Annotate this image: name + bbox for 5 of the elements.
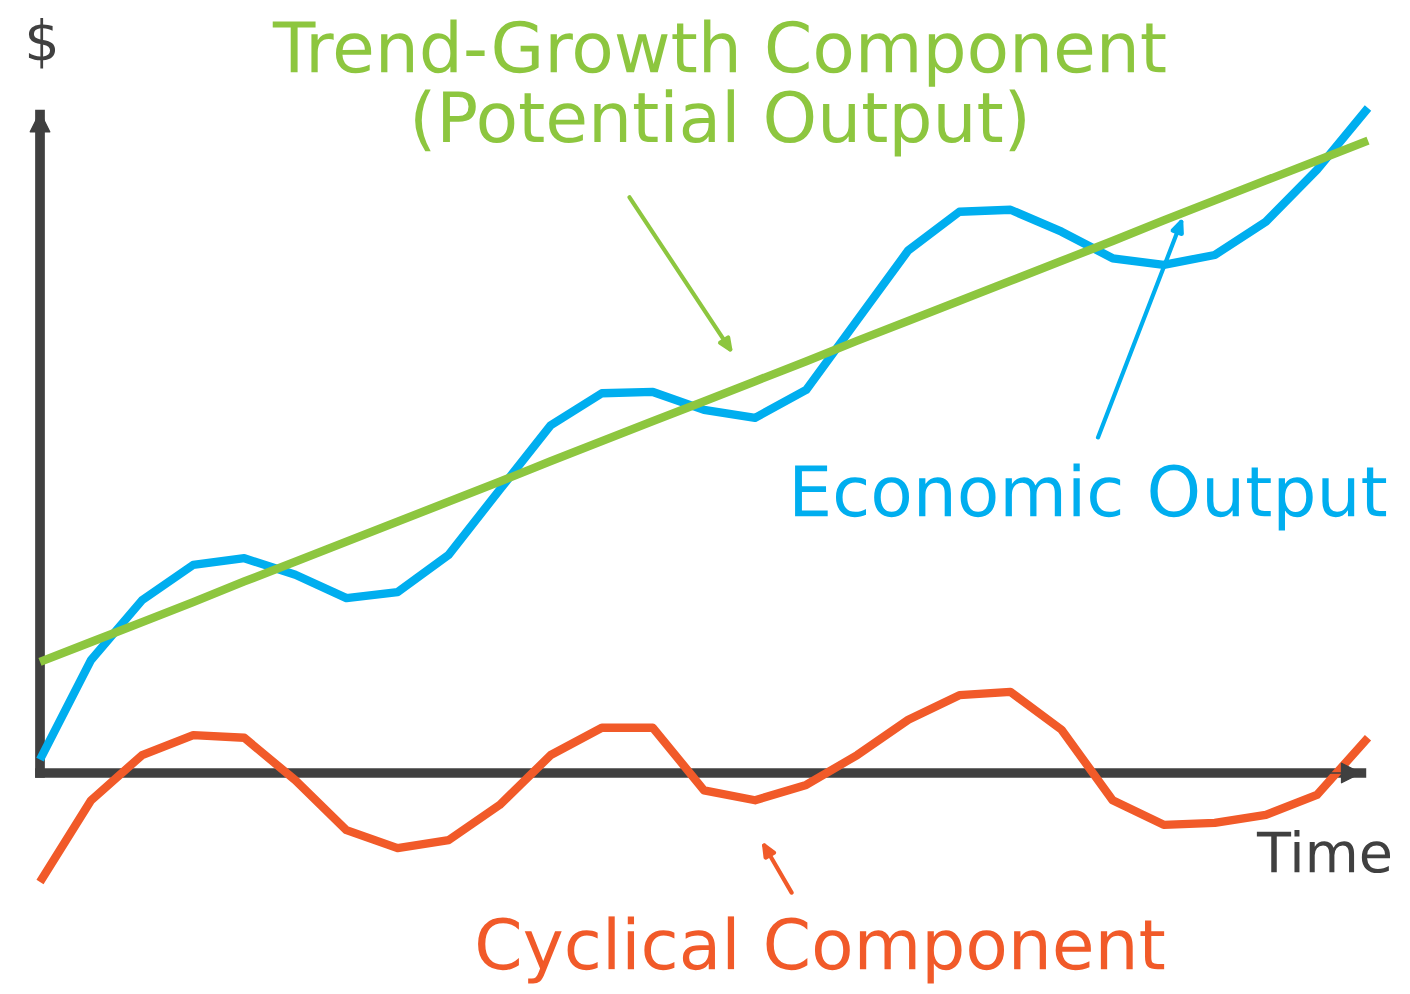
series-label: Trend-Growth Component (Potential Output): [272, 19, 1166, 157]
y-axis-title: $: [28, 18, 56, 69]
legend-label: Cyclical Component: [478, 916, 1165, 984]
x-axis-title: Time: [1256, 830, 1391, 874]
series-label: Economic Output: [795, 463, 1387, 531]
